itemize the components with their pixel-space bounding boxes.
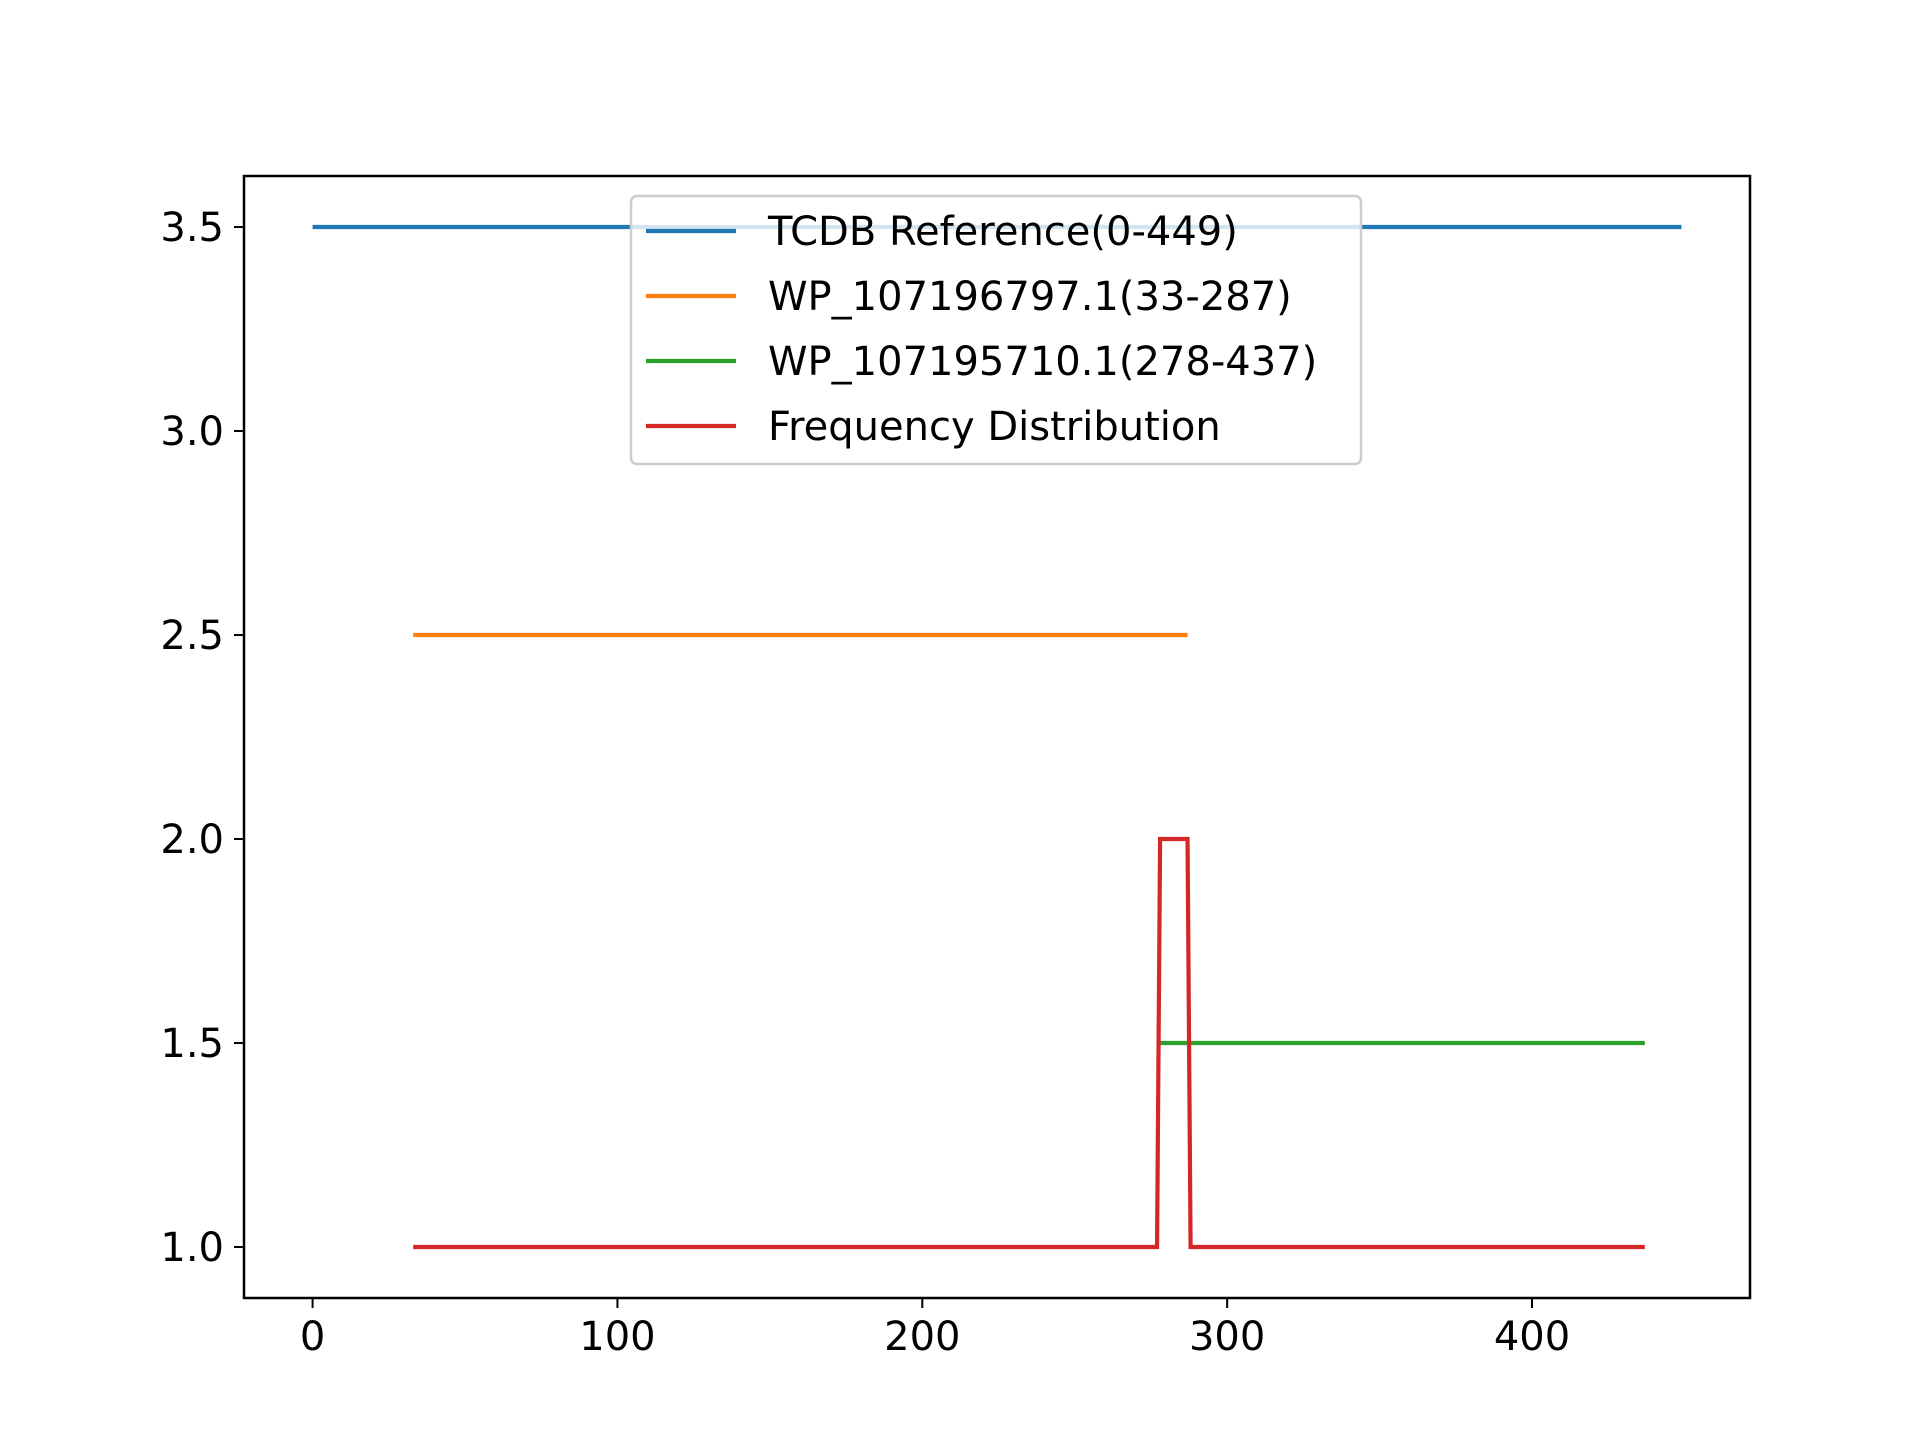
series-layer <box>312 224 1682 1250</box>
x-tick-label: 0 <box>300 1314 325 1360</box>
series-line-4 <box>413 836 1645 1250</box>
plot-frame <box>242 174 1752 1300</box>
legend-items: TCDB Reference(0-449) WP_107196797.1(33-2… <box>646 209 1317 450</box>
x-tick-label: 300 <box>1189 1314 1265 1360</box>
y-axis: 1.0 1.5 2.0 2.5 3.0 3.5 <box>160 205 244 1271</box>
legend-label: TCDB Reference(0-449) <box>767 209 1238 255</box>
y-tick-label: 1.0 <box>160 1225 224 1271</box>
y-tick-label: 2.0 <box>160 817 224 863</box>
x-tick-label: 100 <box>579 1314 655 1360</box>
legend-box <box>629 194 1363 466</box>
legend-label: WP_107195710.1(278-437) <box>768 339 1317 385</box>
y-tick-label: 3.5 <box>160 205 224 251</box>
y-tick-label: 1.5 <box>160 1021 224 1067</box>
y-tick-label: 2.5 <box>160 613 224 659</box>
legend: TCDB Reference(0-449) WP_107196797.1(33-2… <box>629 194 1363 466</box>
x-axis: 0 100 200 300 400 <box>300 1298 1570 1360</box>
legend-label: Frequency Distribution <box>768 404 1221 450</box>
y-tick-label: 3.0 <box>160 409 224 455</box>
x-tick-label: 200 <box>884 1314 960 1360</box>
x-tick-label: 400 <box>1494 1314 1570 1360</box>
legend-label: WP_107196797.1(33-287) <box>768 274 1292 320</box>
